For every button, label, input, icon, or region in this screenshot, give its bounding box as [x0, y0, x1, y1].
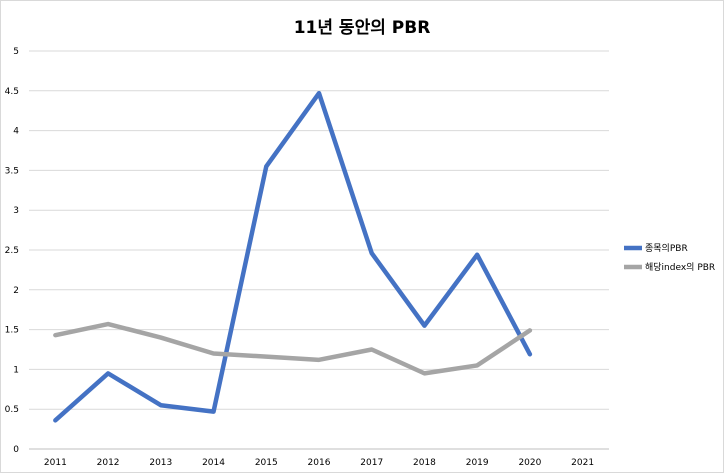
y-tick-label: 3 [13, 206, 19, 216]
x-tick-label: 2016 [308, 458, 331, 468]
y-tick-label: 4.5 [5, 87, 19, 97]
legend-label: 해당index의 PBR [645, 262, 715, 273]
x-tick-label: 2014 [202, 458, 225, 468]
x-tick-label: 2013 [149, 458, 172, 468]
y-tick-label: 3.5 [5, 166, 19, 176]
series-line-1 [53, 90, 533, 423]
legend-label: 종목의PBR [645, 243, 688, 254]
x-tick-label: 2012 [97, 458, 120, 468]
x-tick-label: 2018 [413, 458, 436, 468]
y-tick-label: 2.5 [5, 246, 19, 256]
y-tick-label: 1 [13, 365, 19, 375]
chart-title: 11년 동안의 PBR [293, 18, 431, 38]
y-tick-label: 2 [13, 286, 19, 296]
x-tick-label: 2020 [518, 458, 541, 468]
x-tick-label: 2015 [255, 458, 278, 468]
series-line-2 [53, 321, 533, 376]
x-tick-label: 2019 [466, 458, 489, 468]
x-tick-label: 2011 [44, 458, 67, 468]
x-tick-label: 2017 [360, 458, 383, 468]
y-tick-label: 1.5 [5, 326, 19, 336]
y-tick-label: 4 [13, 127, 19, 137]
x-tick-label: 2021 [571, 458, 594, 468]
y-tick-label: 0.5 [5, 405, 19, 415]
y-tick-label: 5 [13, 47, 19, 57]
y-tick-label: 0 [13, 445, 19, 455]
